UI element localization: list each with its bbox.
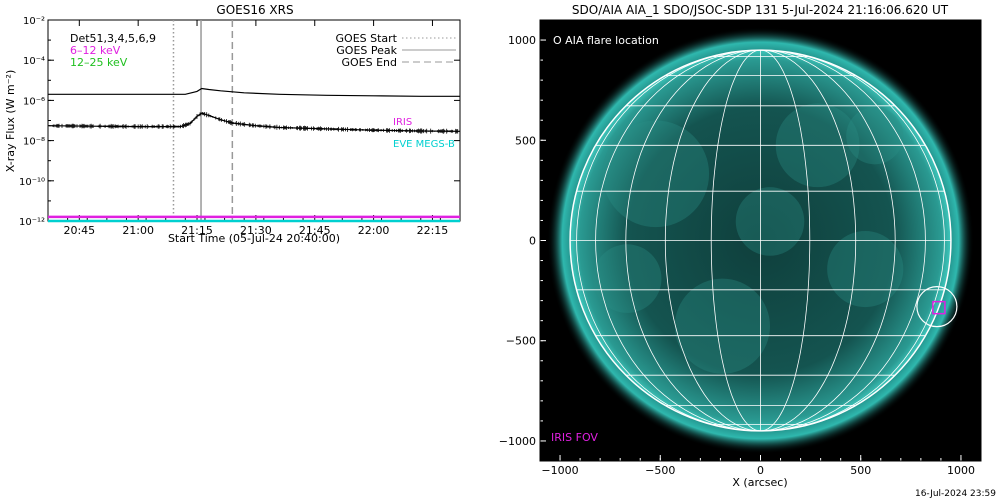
aia-image (547, 27, 974, 454)
goes-title: GOES16 XRS (216, 3, 293, 17)
iris-fov-label: IRIS FOV (551, 431, 598, 444)
goes-y-tick-label: 10⁻⁸ (23, 137, 45, 148)
goes-x-tick-label: 21:00 (122, 224, 154, 237)
goes-y-tick-label: 10⁻⁶ (23, 96, 45, 107)
solar-disk-bright-region (846, 107, 904, 165)
aia-title: SDO/AIA AIA_1 SDO/JSOC-SDP 131 5-Jul-202… (572, 3, 949, 17)
aia-x-tick-label: −1000 (541, 464, 578, 477)
goes-y-axis-label: X-ray Flux (W m⁻²) (4, 70, 17, 172)
goes-y-tick-label: 10⁻¹⁰ (19, 177, 45, 188)
aia-y-tick-label: 500 (515, 134, 536, 147)
goes-series-1-noise (47, 112, 461, 134)
goes-event-lines (172, 20, 234, 221)
grid-longitude-line (760, 50, 896, 431)
aia-x-axis-label: X (arcsec) (732, 476, 787, 489)
goes-x-tick-label: 22:15 (417, 224, 449, 237)
grid-longitude-line (625, 50, 761, 431)
solar-disk-bright-region (827, 230, 904, 308)
footer-date: 16-Jul-2024 23:59 (915, 489, 996, 499)
goes-legend: GOES Start GOES Peak GOES End (336, 32, 456, 69)
aia-y-tick-label: −1000 (499, 435, 536, 448)
eve-megs-b-label: EVE MEGS-B (393, 139, 455, 150)
grid-longitude-line (760, 50, 945, 431)
iris-fov-box (932, 300, 946, 315)
aia-x-tick-label: 500 (850, 464, 871, 477)
solar-disk-bright-region (592, 244, 662, 313)
legend-goes-end-label: GOES End (341, 56, 397, 69)
goes-x-tick-label: 20:45 (63, 224, 95, 237)
detector-label: Det51,3,4,5,6,9 (70, 32, 156, 45)
aia-image-panel: SDO/AIA AIA_1 SDO/JSOC-SDP 131 5-Jul-202… (499, 3, 996, 499)
goes-series-0-line (48, 87, 460, 97)
legend-goes-start-label: GOES Start (336, 32, 398, 45)
aia-flare-location-legend: O AIA flare location (553, 34, 659, 47)
solar-disk-bright-region (602, 120, 710, 228)
goes-xrs-panel: GOES16 XRS 20:45 21:00 21:15 21:30 21:45 22:0… (4, 3, 461, 245)
goes-axes: 20:45 21:00 21:15 21:30 21:45 22:00 22:15 10⁻² 1… (19, 16, 461, 237)
aia-y-tick-label: 0 (529, 235, 536, 248)
energy-12-25-label: 12–25 keV (70, 56, 128, 69)
aia-y-tick-label: −500 (506, 335, 536, 348)
aia-frame (539, 19, 982, 462)
aia-y-tick-label: 1000 (508, 34, 536, 47)
grid-longitude-line (664, 50, 761, 431)
grid-longitude-line (595, 50, 761, 431)
aia-x-tick-label: 1000 (947, 464, 975, 477)
grid-longitude-line (710, 50, 761, 431)
grid-longitude-line (576, 50, 761, 431)
goes-y-tick-label: 10⁻¹² (19, 217, 45, 228)
solar-disk-bright-region (674, 278, 771, 374)
solar-disk-bright-region (735, 187, 805, 256)
goes-series-group (47, 87, 461, 223)
aia-x-tick-label: −500 (645, 464, 675, 477)
goes-x-tick-label: 21:15 (181, 224, 213, 237)
goes-x-tick-label: 22:00 (358, 224, 390, 237)
flare-location-marker (916, 286, 958, 328)
goes-x-tick-label: 21:45 (299, 224, 331, 237)
grid-longitude-line (760, 50, 926, 431)
aia-x-tick-label: 0 (757, 464, 764, 477)
grid-longitude-line (760, 50, 811, 431)
goes-x-tick-label: 21:30 (240, 224, 272, 237)
goes-y-tick-label: 10⁻² (23, 16, 45, 27)
iris-label: IRIS (393, 117, 412, 128)
legend-goes-peak-label: GOES Peak (336, 44, 397, 57)
goes-y-tick-label: 10⁻⁴ (23, 56, 45, 67)
solar-limb (569, 49, 952, 432)
grid-longitude-line (760, 50, 857, 431)
energy-6-12-label: 6–12 keV (70, 44, 121, 57)
goes-x-axis-label: Start Time (05-Jul-24 20:40:00) (168, 232, 340, 245)
